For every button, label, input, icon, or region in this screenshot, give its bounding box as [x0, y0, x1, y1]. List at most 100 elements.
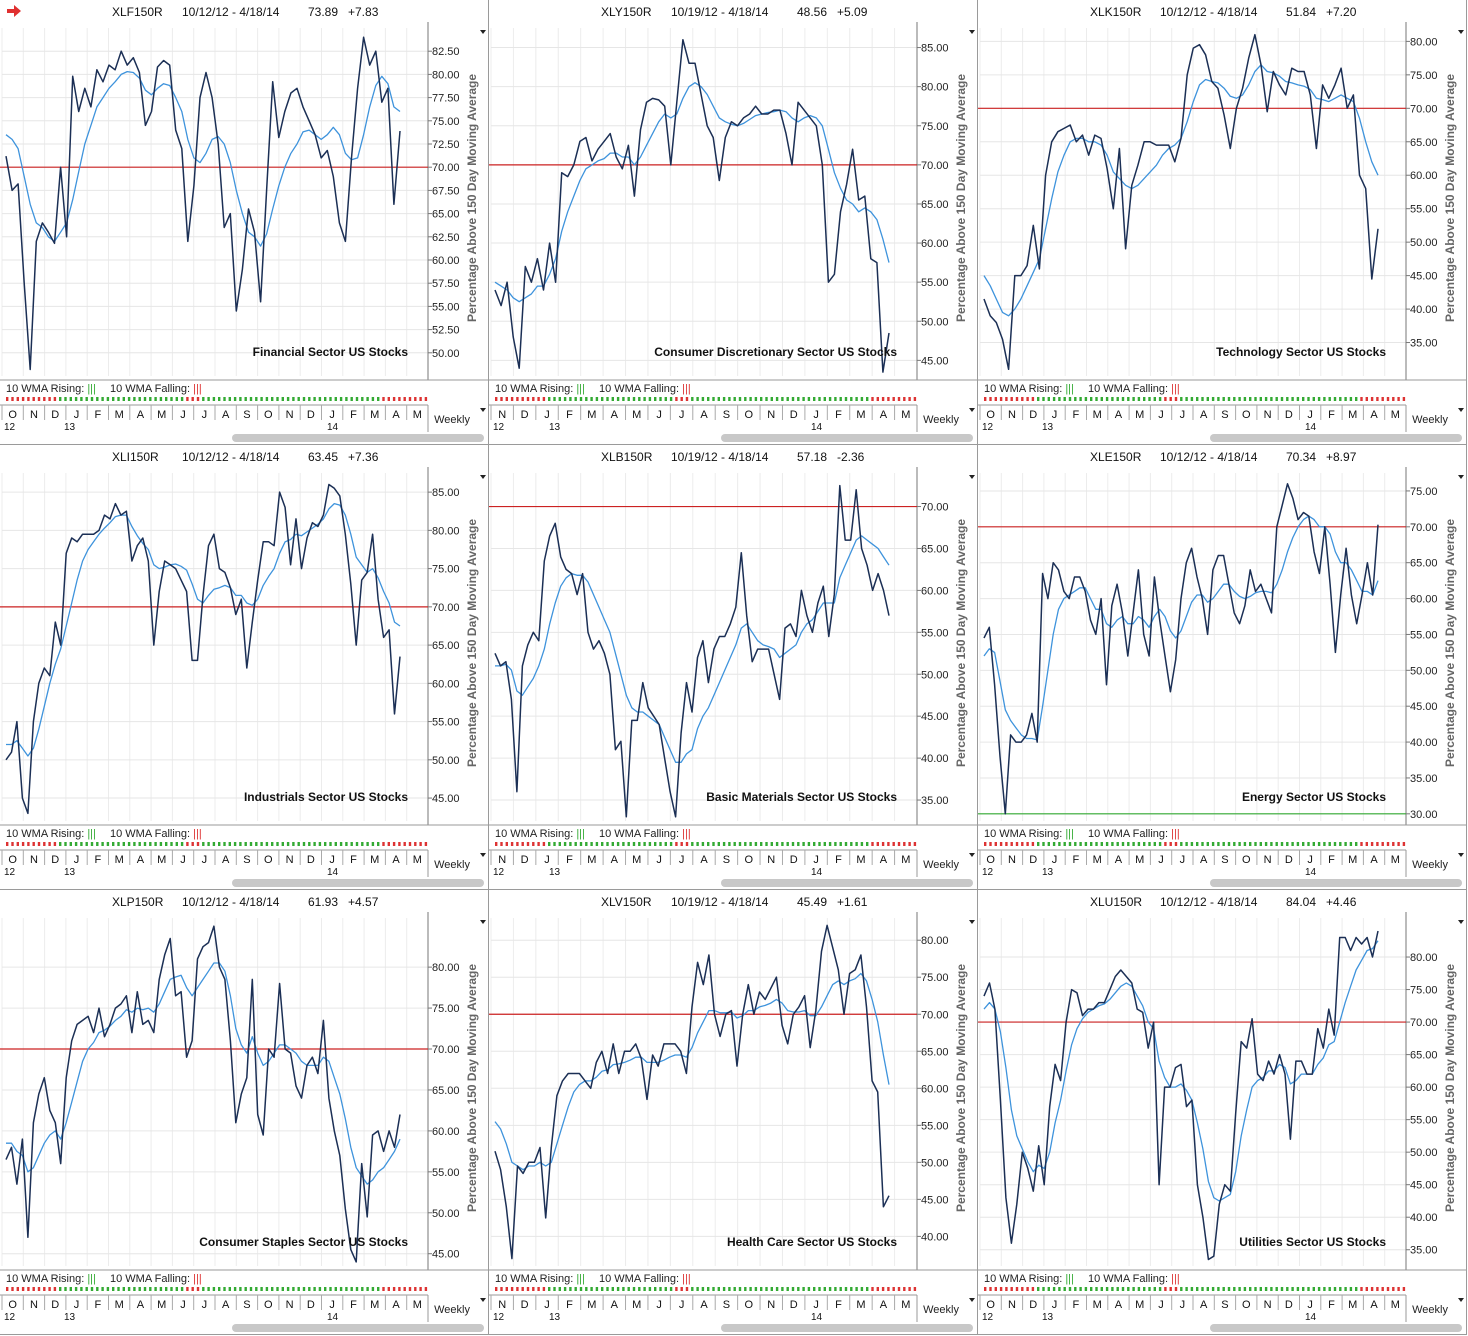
time-axis[interactable]: O N D J F M A M J J A S O N D J F M A M12 13 14: [978, 1286, 1467, 1331]
horizontal-scrollbar[interactable]: [1210, 434, 1462, 442]
y-tick-label: 45.00: [1410, 271, 1438, 283]
axis-menu-icon[interactable]: [1458, 475, 1464, 479]
horizontal-scrollbar[interactable]: [232, 434, 484, 442]
y-tick-label: 50.00: [921, 1157, 949, 1169]
y-axis-label: Percentage Above 150 Day Moving Average: [954, 74, 968, 322]
period-selector[interactable]: Weekly: [1412, 1304, 1448, 1316]
axis-menu-icon[interactable]: [1458, 920, 1464, 924]
horizontal-scrollbar[interactable]: [1210, 879, 1462, 887]
axis-menu-icon[interactable]: [969, 30, 975, 34]
period-selector[interactable]: Weekly: [923, 859, 959, 871]
time-axis[interactable]: N D J F M A M J J A S O N D J F M A M 12 13 14: [489, 1286, 978, 1331]
month-label: J: [813, 409, 819, 421]
period-selector[interactable]: Weekly: [923, 414, 959, 426]
time-axis[interactable]: O N D J F M A M J J A S O N D J F M A M12 13 14: [978, 396, 1467, 441]
axis-menu-icon[interactable]: [480, 475, 486, 479]
y-tick-label: 70.00: [1410, 1017, 1438, 1029]
month-label: D: [521, 854, 529, 866]
month-label: J: [329, 854, 335, 866]
time-axis[interactable]: O N D J F M A M J J A S O N D J F M A M12 13 14: [0, 841, 489, 886]
price-chart[interactable]: 70.00 65.00 60.00 55.00 50.00 45.00 40.00 35.00…: [489, 467, 978, 867]
price-chart[interactable]: 80.00 75.00 70.00 65.00 60.00 55.00 50.00 45.00…: [978, 912, 1467, 1312]
month-label: J: [1307, 1299, 1313, 1311]
y-tick-label: 75.00: [432, 564, 460, 576]
period-selector[interactable]: Weekly: [434, 1304, 470, 1316]
month-label: N: [1264, 1299, 1272, 1311]
month-label: M: [115, 854, 124, 866]
horizontal-scrollbar[interactable]: [1210, 1324, 1462, 1332]
price-chart[interactable]: 85.00 80.00 75.00 70.00 65.00 60.00 55.00 50.00…: [0, 467, 489, 867]
y-tick-label: 80.00: [432, 525, 460, 537]
time-axis[interactable]: O N D J F M A M J J A S O N D J F M A M12 13 14: [978, 841, 1467, 886]
month-label: A: [222, 854, 230, 866]
month-label: A: [137, 854, 145, 866]
period-selector[interactable]: Weekly: [1412, 414, 1448, 426]
month-label: J: [74, 409, 80, 421]
month-label: J: [1158, 854, 1164, 866]
month-label: D: [307, 1299, 315, 1311]
axis-menu-icon[interactable]: [969, 920, 975, 924]
y-tick-label: 77.50: [432, 93, 460, 105]
month-label: M: [370, 854, 379, 866]
time-axis[interactable]: O N D J F M A M J J A S O N D J F M A M12 13 14: [0, 396, 489, 441]
month-label: D: [521, 1299, 529, 1311]
time-axis[interactable]: N D J F M A M J J A S O N D J F M A M 12 13 14: [489, 396, 978, 441]
wma-falling-text: 10 WMA Falling:: [1088, 828, 1172, 840]
time-axis[interactable]: N D J F M A M J J A S O N D J F M A M 12 13 14: [489, 841, 978, 886]
month-label: D: [307, 854, 315, 866]
moving-average-line: [494, 972, 890, 1171]
chart-header: XLU150R 10/12/12 - 4/18/14 84.04 +4.46: [978, 890, 1466, 912]
month-label: J: [1180, 1299, 1186, 1311]
price-chart[interactable]: 80.00 75.00 70.00 65.00 60.00 55.00 50.00 45.00…: [978, 22, 1467, 422]
month-label: M: [1135, 1299, 1144, 1311]
horizontal-scrollbar[interactable]: [232, 879, 484, 887]
month-label: N: [767, 409, 775, 421]
y-tick-label: 60.00: [921, 585, 949, 597]
y-tick-label: 40.00: [1410, 737, 1438, 749]
month-label: M: [413, 854, 422, 866]
period-selector[interactable]: Weekly: [434, 414, 470, 426]
price-chart[interactable]: 75.00 70.00 65.00 60.00 55.00 50.00 45.00 40.00…: [978, 467, 1467, 867]
y-tick-label: 70.00: [432, 1044, 460, 1056]
y-tick-label: 65.00: [1410, 558, 1438, 570]
year-label: 13: [64, 422, 76, 433]
moving-average-line: [983, 515, 1379, 741]
month-label: J: [74, 1299, 80, 1311]
moving-average-line: [983, 940, 1379, 1202]
horizontal-scrollbar[interactable]: [232, 1324, 484, 1332]
axis-menu-icon[interactable]: [1458, 30, 1464, 34]
y-tick-label: 60.00: [1410, 170, 1438, 182]
axis-menu-icon[interactable]: [969, 475, 975, 479]
horizontal-scrollbar[interactable]: [721, 1324, 973, 1332]
period-selector[interactable]: Weekly: [1412, 859, 1448, 871]
price-chart[interactable]: 85.00 80.00 75.00 70.00 65.00 60.00 55.00 50.00…: [489, 22, 978, 422]
year-label: 14: [811, 422, 823, 433]
period-selector[interactable]: Weekly: [434, 859, 470, 871]
y-tick-label: 50.00: [921, 669, 949, 681]
period-selector[interactable]: Weekly: [923, 1304, 959, 1316]
y-tick-label: 82.50: [432, 46, 460, 58]
y-tick-label: 60.00: [432, 1126, 460, 1138]
horizontal-scrollbar[interactable]: [721, 879, 973, 887]
chart-panel: XLV150R 10/19/12 - 4/18/14 45.49 +1.61 80.00…: [489, 890, 978, 1335]
price-chart[interactable]: 80.00 75.00 70.00 65.00 60.00 55.00 50.00 45.00…: [0, 912, 489, 1312]
month-label: A: [137, 1299, 145, 1311]
y-tick-label: 55.00: [432, 717, 460, 729]
month-label: D: [790, 1299, 798, 1311]
year-label: 12: [493, 867, 505, 878]
y-tick-label: 65.00: [432, 640, 460, 652]
red-arrow-icon[interactable]: [6, 5, 22, 17]
time-axis[interactable]: O N D J F M A M J J A S O N D J F M A M12 13 14: [0, 1286, 489, 1331]
month-label: F: [350, 409, 357, 421]
month-label: N: [1008, 1299, 1016, 1311]
price-chart[interactable]: 82.50 80.00 77.50 75.00 72.50 70.00 67.50 65.00…: [0, 22, 489, 422]
horizontal-scrollbar[interactable]: [721, 434, 973, 442]
price-chart[interactable]: 80.00 75.00 70.00 65.00 60.00 55.00 50.00 45.00…: [489, 912, 978, 1312]
y-tick-label: 70.00: [1410, 103, 1438, 115]
month-label: N: [498, 854, 506, 866]
year-label: 14: [1305, 867, 1317, 878]
axis-menu-icon[interactable]: [480, 30, 486, 34]
month-label: M: [901, 854, 910, 866]
month-label: A: [880, 854, 888, 866]
axis-menu-icon[interactable]: [480, 920, 486, 924]
